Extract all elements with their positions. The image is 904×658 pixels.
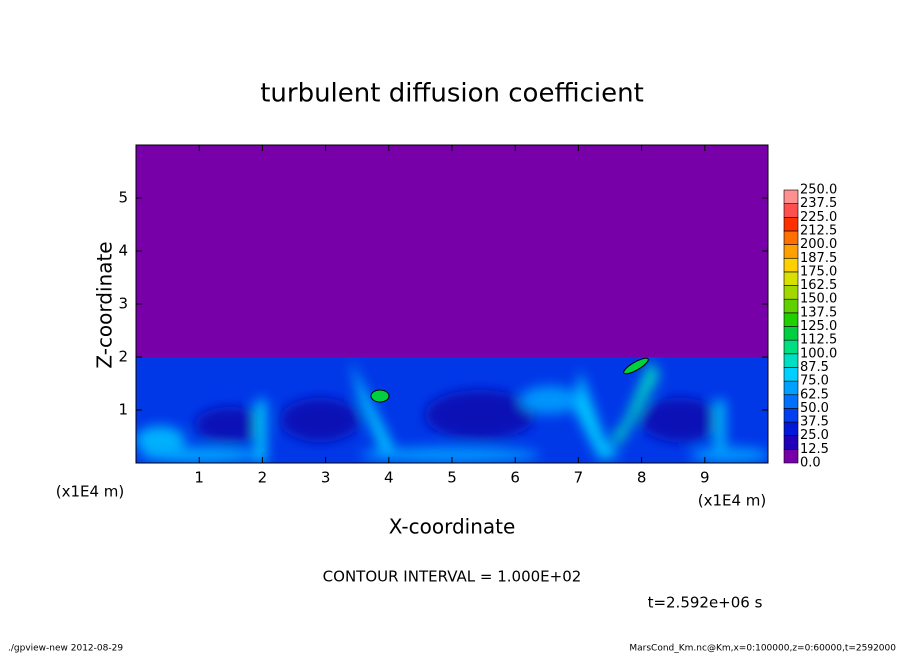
y-axis-label: Z-coordinate xyxy=(93,241,117,368)
colorbar-label: 0.0 xyxy=(800,456,821,471)
colorbar-box xyxy=(783,257,799,273)
colorbar-label: 12.5 xyxy=(800,442,829,457)
field xyxy=(136,145,768,463)
colorbar-box xyxy=(783,326,799,341)
colorbar-box xyxy=(783,298,799,314)
colorbar-box xyxy=(783,230,799,245)
x-tick-label: 4 xyxy=(384,469,394,487)
colorbar-label: 37.5 xyxy=(800,415,829,430)
colorbar-label: 225.0 xyxy=(800,210,837,225)
x-axis-label: X-coordinate xyxy=(389,515,516,539)
colorbar-label: 162.5 xyxy=(800,278,837,293)
colorbar-label: 175.0 xyxy=(800,264,837,279)
colorbar-label: 62.5 xyxy=(800,387,829,402)
colorbar-label: 112.5 xyxy=(800,333,837,348)
field-lower xyxy=(136,357,768,463)
colorbar-box xyxy=(783,435,799,450)
y-tick-label: 1 xyxy=(118,401,128,419)
chart-title: turbulent diffusion coefficient xyxy=(260,79,644,109)
colorbar-label: 237.5 xyxy=(800,196,837,211)
colorbar-box xyxy=(783,394,799,409)
colorbar-box xyxy=(783,203,799,218)
colorbar-box xyxy=(783,217,799,232)
x-tick-label: 7 xyxy=(574,469,584,487)
colorbar-label: 75.0 xyxy=(800,374,829,389)
colorbar-box xyxy=(783,244,799,259)
footer-right: MarsCond_Km.nc@Km,x=0:100000,z=0:60000,t… xyxy=(629,644,896,654)
x-tick-label: 8 xyxy=(637,469,647,487)
y-tick-label: 2 xyxy=(118,348,128,366)
colorbar-box xyxy=(783,271,799,286)
colorbar-box xyxy=(783,339,799,355)
colorbar-label: 200.0 xyxy=(800,237,837,252)
contour-interval: CONTOUR INTERVAL = 1.000E+02 xyxy=(323,568,582,586)
colorbar-box xyxy=(783,353,799,368)
y-tick-label: 4 xyxy=(118,242,128,260)
x-tick-label: 1 xyxy=(194,469,204,487)
x-unit-label: (x1E4 m) xyxy=(56,483,125,501)
footer-left: ./gpview-new 2012-08-29 xyxy=(8,644,123,654)
x-tick-label: 6 xyxy=(510,469,520,487)
colorbar-label: 125.0 xyxy=(800,319,837,334)
colorbar-label: 150.0 xyxy=(800,292,837,307)
colorbar-label: 187.5 xyxy=(800,251,837,266)
colorbar-label: 250.0 xyxy=(800,183,837,198)
colorbar-label: 50.0 xyxy=(800,401,829,416)
colorbar-label: 87.5 xyxy=(800,360,829,375)
time-label: t=2.592e+06 s xyxy=(648,594,763,612)
colorbar-box xyxy=(783,380,799,396)
x-unit-label: (x1E4 m) xyxy=(698,492,767,510)
x-tick-label: 9 xyxy=(700,469,710,487)
colorbar-box xyxy=(783,421,799,436)
colorbar-box xyxy=(783,367,799,382)
colorbar-label: 137.5 xyxy=(800,305,837,320)
colorbar-label: 212.5 xyxy=(800,223,837,238)
x-tick-label: 2 xyxy=(258,469,268,487)
colorbar-box xyxy=(783,449,799,464)
colorbar-label: 100.0 xyxy=(800,346,837,361)
y-tick-label: 3 xyxy=(118,295,128,313)
colorbar-box xyxy=(783,408,799,423)
colorbar-box xyxy=(783,189,799,204)
y-tick-label: 5 xyxy=(118,189,128,207)
colorbar-box xyxy=(783,312,799,327)
x-tick-label: 3 xyxy=(321,469,331,487)
x-tick-label: 5 xyxy=(447,469,457,487)
colorbar-label: 25.0 xyxy=(800,428,829,443)
colorbar-box xyxy=(783,285,799,300)
